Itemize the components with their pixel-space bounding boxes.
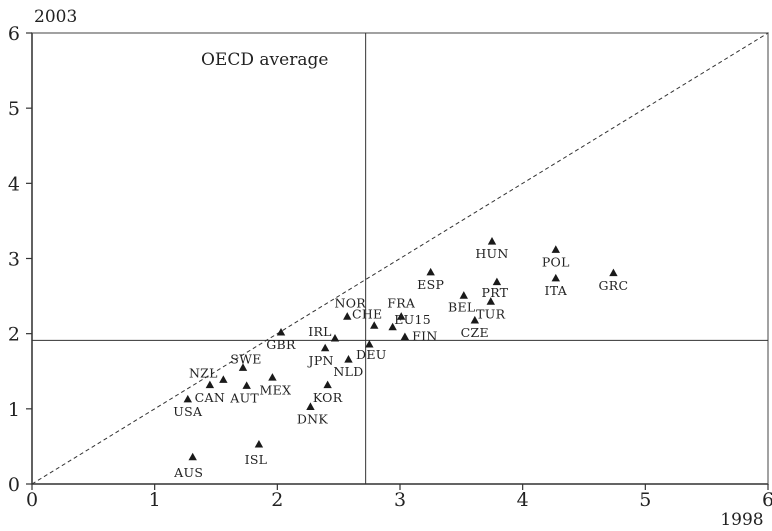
point-label: ITA [545, 283, 568, 298]
y-tick-label: 4 [8, 173, 20, 195]
data-point [242, 381, 251, 389]
point-label: GRC [599, 278, 629, 293]
y-tick-label: 5 [8, 98, 20, 120]
y-tick-label: 2 [8, 324, 20, 346]
point-label: AUS [173, 465, 203, 480]
data-point [470, 315, 480, 324]
data-point [492, 277, 502, 286]
diagonal-reference-line [31, 32, 769, 485]
point-label: NLD [333, 364, 363, 379]
point-label: BEL [448, 299, 476, 314]
data-point [344, 355, 353, 363]
data-point [370, 321, 379, 329]
point-label: FRA [387, 295, 416, 310]
x-tick-label: 4 [517, 489, 529, 511]
data-point [459, 291, 468, 299]
point-label: AUT [229, 391, 259, 406]
data-point [268, 373, 277, 381]
point-label: TUR [476, 306, 505, 321]
data-point [397, 312, 406, 320]
x-tick-label: 3 [394, 489, 406, 511]
data-point [219, 375, 228, 383]
data-point [323, 380, 332, 389]
point-label: USA [173, 404, 203, 419]
data-point [320, 343, 330, 352]
x-axis-label: 1998 [720, 510, 763, 530]
point-label: HUN [475, 246, 508, 261]
point-label: NOR [335, 295, 367, 310]
oecd-average-label: OECD average [201, 50, 328, 70]
x-tick-label: 6 [762, 489, 772, 511]
point-label: JPN [307, 353, 334, 368]
data-point [388, 322, 397, 331]
data-point [188, 452, 197, 461]
point-label: KOR [313, 390, 343, 405]
data-point [343, 312, 352, 320]
data-point [276, 327, 286, 336]
y-tick-label: 3 [8, 249, 20, 271]
point-label: CHE [352, 306, 383, 321]
y-tick-label: 1 [8, 399, 20, 421]
data-point [551, 245, 560, 253]
point-label: FIN [412, 329, 437, 344]
data-point [486, 297, 495, 305]
point-label: GBR [266, 337, 296, 352]
data-point [400, 332, 410, 341]
point-label: DNK [297, 412, 329, 427]
point-label: POL [542, 254, 570, 269]
point-label: CZE [461, 325, 489, 340]
x-tick-label: 5 [639, 489, 651, 511]
point-label: SWE [230, 351, 261, 366]
data-point [365, 339, 374, 348]
y-axis-label: 2003 [34, 7, 77, 27]
y-tick-label: 0 [8, 474, 20, 496]
point-label: MEX [260, 382, 292, 397]
point-label: ISL [245, 452, 268, 467]
point-label: PRT [481, 285, 508, 300]
data-point [238, 363, 248, 371]
x-tick-label: 1 [149, 489, 161, 511]
data-point [183, 394, 192, 403]
point-label: ESP [417, 277, 444, 292]
x-tick-label: 2 [271, 489, 283, 511]
data-point [306, 402, 315, 410]
point-label: NZL [189, 366, 218, 381]
point-label: DEU [356, 347, 387, 362]
point-label: IRL [308, 324, 332, 339]
data-point [205, 380, 215, 389]
data-point [609, 268, 618, 277]
data-point [426, 267, 435, 276]
data-point [330, 333, 340, 342]
point-label: EU15 [394, 312, 431, 327]
data-point [487, 237, 497, 245]
data-point [551, 273, 560, 282]
y-tick-label: 6 [8, 23, 20, 45]
data-point [254, 439, 264, 448]
point-label: CAN [195, 390, 225, 405]
x-tick-label: 0 [26, 489, 38, 511]
